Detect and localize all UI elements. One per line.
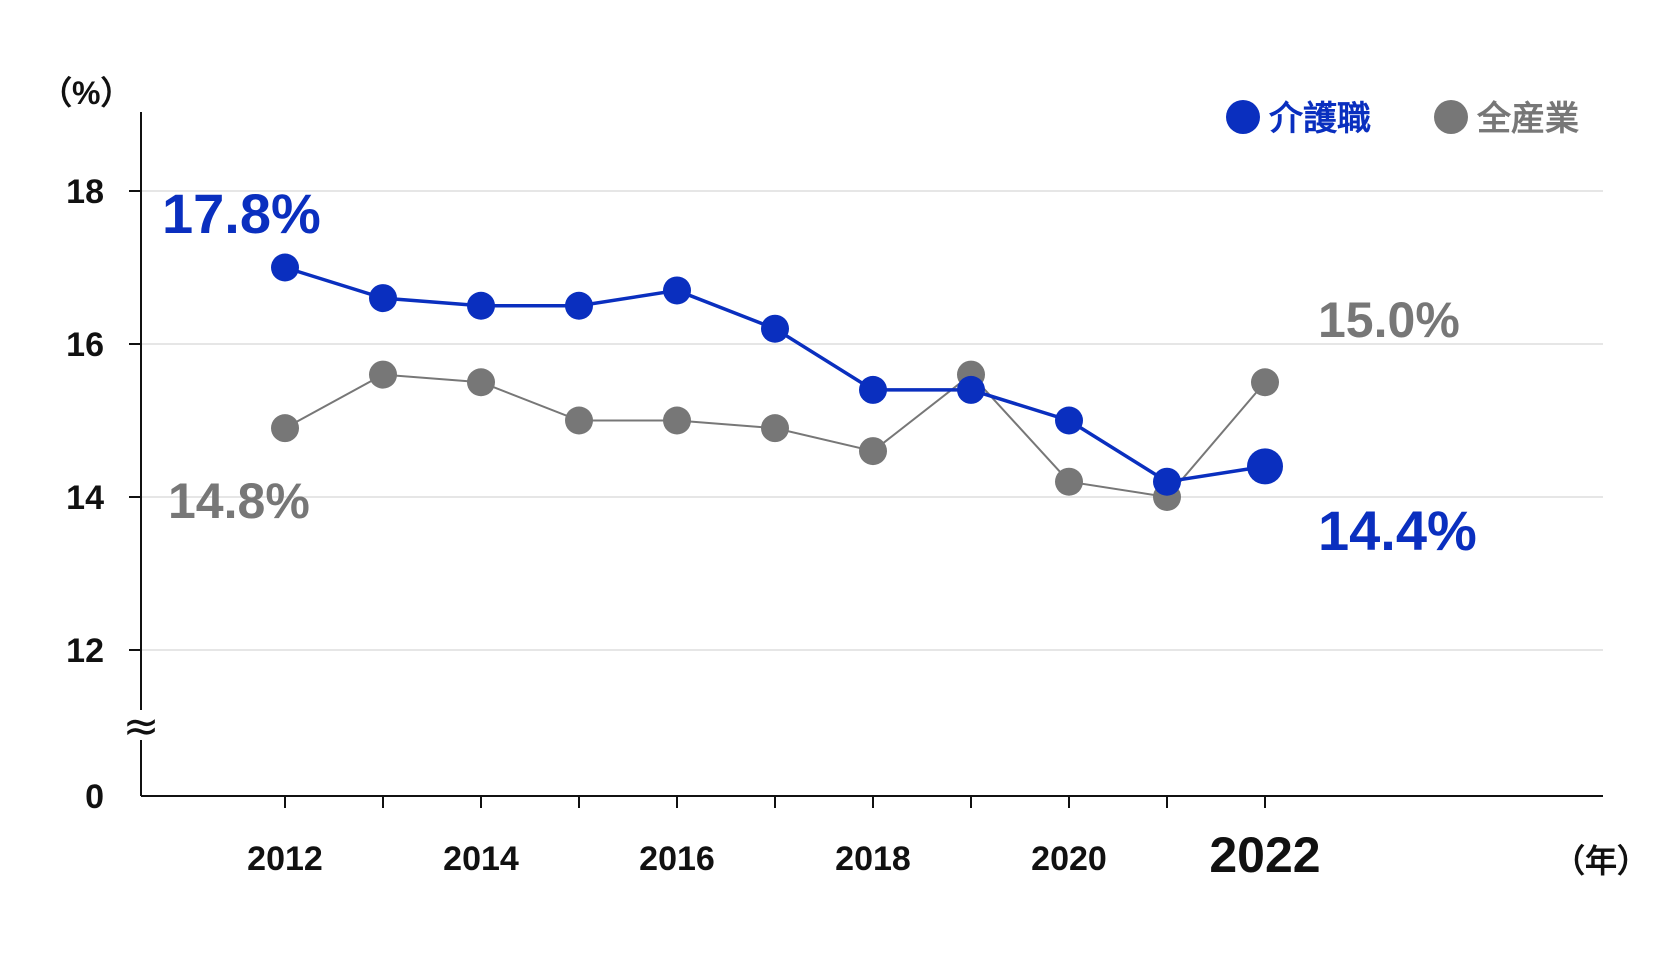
data-point-kaigo — [565, 291, 593, 320]
annotations: 17.8% 14.4% 14.8% 15.0% — [162, 182, 1477, 562]
x-tick-label: 2014 — [443, 840, 519, 878]
legend: 介護職 全産業 — [1226, 99, 1579, 139]
axis-break-mask — [128, 710, 154, 740]
data-point-kaigo — [761, 314, 789, 343]
legend-marker-zensangyo — [1434, 100, 1468, 134]
x-axis-unit: （年） — [1553, 843, 1649, 879]
data-point-kaigo — [1153, 467, 1181, 496]
data-point-zensangyo — [467, 368, 495, 397]
x-tick-label: 2012 — [247, 840, 323, 878]
data-point-kaigo — [859, 375, 887, 404]
legend-label-kaigo: 介護職 — [1269, 99, 1371, 139]
annotation-label: 15.0% — [1318, 292, 1460, 348]
y-tick-label: 12 — [66, 632, 104, 670]
legend-label-zensangyo: 全産業 — [1476, 99, 1579, 139]
annotation-label: 17.8% — [162, 182, 321, 245]
annotation-label: 14.8% — [168, 473, 310, 529]
y-tick-label: 0 — [85, 778, 104, 816]
x-tick-label: 2016 — [639, 840, 715, 878]
y-tick-label: 18 — [66, 173, 104, 211]
x-tick-label: 2018 — [835, 840, 911, 878]
data-point-zensangyo — [859, 437, 887, 466]
data-point-kaigo — [271, 253, 299, 282]
x-tick-label: 2020 — [1031, 840, 1107, 878]
axes: ≈ （%） （年） — [40, 75, 1649, 879]
data-point-kaigo — [663, 276, 691, 305]
annotation-label: 14.4% — [1318, 499, 1477, 562]
x-tick-label: 2022 — [1209, 827, 1320, 883]
data-point-kaigo — [467, 291, 495, 320]
y-tick-labels: 0 12 14 16 18 — [66, 173, 104, 816]
data-point-zensangyo — [565, 406, 593, 435]
series-line-kaigo — [284, 265, 1266, 484]
data-point-kaigo — [1247, 448, 1283, 485]
data-point-kaigo — [957, 375, 985, 404]
legend-marker-kaigo — [1226, 100, 1260, 134]
data-point-zensangyo — [1055, 467, 1083, 496]
y-axis-unit: （%） — [40, 75, 132, 111]
axis-break-symbol: ≈ — [123, 701, 160, 752]
y-tick-label: 16 — [66, 326, 104, 364]
x-tick-marks: 2012 2014 2016 2018 2020 2022 — [247, 796, 1321, 883]
data-point-kaigo — [1055, 406, 1083, 435]
data-point-zensangyo — [369, 360, 397, 389]
data-point-zensangyo — [663, 406, 691, 435]
series-lines — [271, 253, 1283, 511]
data-point-zensangyo — [271, 414, 299, 443]
data-point-zensangyo — [1251, 368, 1279, 397]
y-tick-label: 14 — [66, 479, 104, 517]
data-point-zensangyo — [761, 414, 789, 443]
data-point-kaigo — [369, 284, 397, 313]
grid-lines — [129, 190, 1603, 651]
